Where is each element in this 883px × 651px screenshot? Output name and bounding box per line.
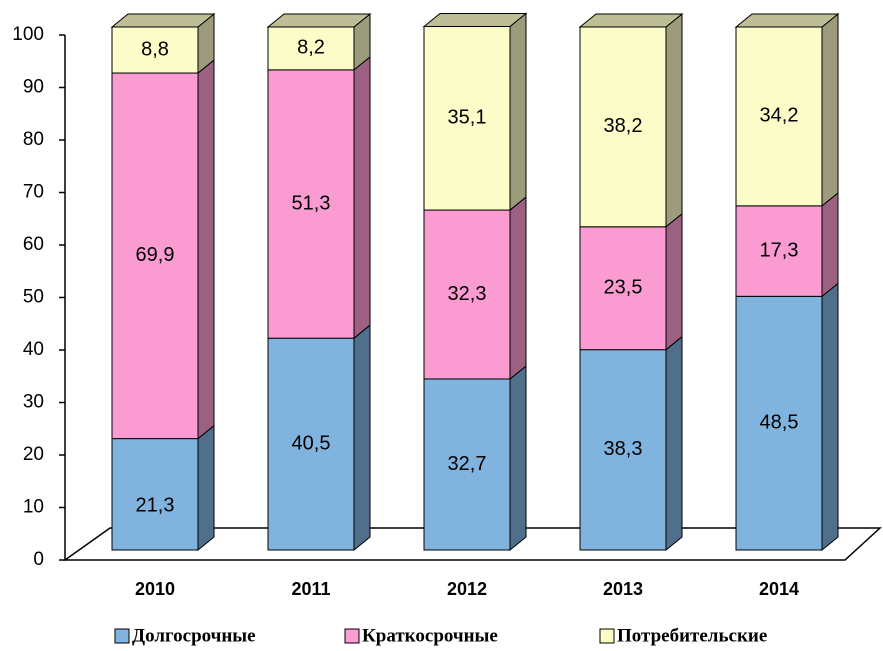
bar-segment — [579, 26, 667, 228]
bar-segment — [423, 25, 511, 211]
bar-segment — [579, 349, 667, 551]
bar-segment — [735, 295, 823, 551]
value-label: 8,2 — [297, 37, 325, 59]
y-tick-label: 60 — [23, 234, 44, 255]
value-label: 40,5 — [292, 432, 331, 454]
bar-side — [353, 324, 371, 552]
bar-top — [578, 13, 684, 28]
y-tick-label: 100 — [12, 24, 44, 45]
y-tick-label: 70 — [23, 182, 44, 203]
bar-side — [197, 424, 215, 552]
y-tick-label: 80 — [23, 129, 44, 150]
value-label: 8,8 — [141, 38, 169, 60]
bar-top — [422, 12, 528, 27]
y-tick-label: 20 — [23, 444, 44, 465]
bar-top — [110, 13, 216, 28]
value-label: 38,3 — [604, 438, 643, 460]
value-label: 23,5 — [604, 277, 643, 299]
y-tick-label: 10 — [23, 497, 44, 518]
legend-swatch — [114, 628, 130, 644]
value-label: 34,2 — [760, 105, 799, 127]
bar-segment — [111, 26, 199, 74]
legend-label: Потребительские — [617, 625, 767, 646]
value-label: 21,3 — [136, 495, 175, 517]
bar-top — [266, 13, 372, 28]
legend-swatch — [599, 628, 615, 644]
bar-side — [353, 55, 371, 340]
bar-side — [509, 12, 527, 212]
bar-top — [734, 13, 840, 28]
bar-segment — [111, 438, 199, 551]
bar-segment — [267, 337, 355, 551]
value-label: 32,3 — [448, 283, 487, 305]
value-label: 32,7 — [448, 453, 487, 475]
bar-side — [665, 212, 683, 351]
legend-label: Долгосрочные — [132, 625, 256, 646]
value-label: 69,9 — [136, 244, 175, 266]
x-tick-label: 2013 — [603, 579, 643, 599]
y-tick-label: 40 — [23, 339, 44, 360]
y-tick-label: 90 — [23, 77, 44, 98]
legend-label: Краткосрочные — [362, 625, 498, 646]
bar-segment — [423, 209, 511, 380]
y-tick-label: 50 — [23, 287, 44, 308]
bar-side — [821, 282, 839, 552]
bar-segment — [423, 378, 511, 551]
bar-segment — [735, 26, 823, 207]
bar-side — [197, 58, 215, 440]
bar-side — [665, 335, 683, 552]
y-tick-label: 30 — [23, 392, 44, 413]
bar-segment — [579, 226, 667, 351]
y-tick-label: 0 — [33, 549, 44, 570]
bar-side — [821, 191, 839, 298]
bar-segment — [111, 72, 199, 440]
x-tick-label: 2014 — [759, 579, 799, 599]
floor — [62, 527, 882, 561]
value-label: 48,5 — [760, 411, 799, 433]
legend-swatch — [344, 628, 360, 644]
bar-segment — [267, 69, 355, 339]
value-label: 17,3 — [760, 239, 799, 261]
value-label: 35,1 — [448, 107, 487, 129]
x-tick-label: 2011 — [291, 579, 330, 599]
value-label: 51,3 — [292, 192, 331, 214]
bar-side — [665, 12, 683, 228]
value-label: 38,2 — [604, 115, 643, 137]
bar-segment — [267, 26, 355, 71]
bar-side — [821, 12, 839, 207]
bar-side — [509, 364, 527, 552]
x-tick-label: 2012 — [447, 579, 487, 599]
x-tick-label: 2010 — [135, 579, 175, 599]
bar-segment — [735, 205, 823, 297]
bar-side — [509, 195, 527, 381]
